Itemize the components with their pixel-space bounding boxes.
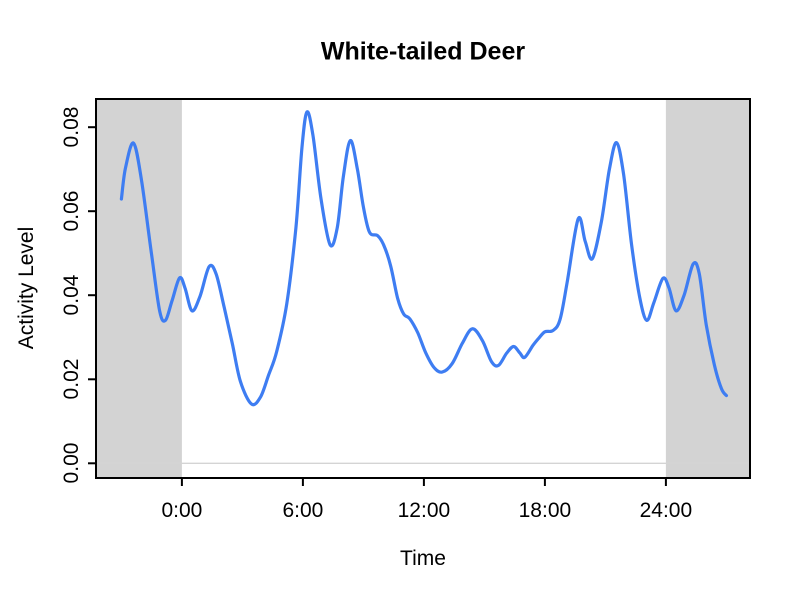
y-tick-label: 0.06 <box>60 190 83 232</box>
x-axis-title: Time <box>400 547 446 570</box>
x-axis-tick-marks <box>180 478 667 486</box>
x-tick-label: 18:00 <box>518 499 572 522</box>
chart-title: White-tailed Deer <box>320 37 526 66</box>
x-tick-label: 0:00 <box>161 499 203 522</box>
y-tick-label: 0.08 <box>60 106 83 148</box>
y-tick-label: 0.00 <box>60 442 83 484</box>
y-axis-tick-marks <box>88 126 96 465</box>
night-shade-right-rect <box>665 99 750 478</box>
y-axis-title: Activity Level <box>15 226 38 350</box>
x-tick-label: 6:00 <box>282 499 324 522</box>
y-tick-label: 0.04 <box>60 274 83 316</box>
activity-curve <box>119 110 728 407</box>
plot-border <box>95 98 751 479</box>
x-tick-label: 24:00 <box>639 499 693 522</box>
x-tick-label: 12:00 <box>397 499 451 522</box>
y-tick-label: 0.02 <box>60 358 83 400</box>
